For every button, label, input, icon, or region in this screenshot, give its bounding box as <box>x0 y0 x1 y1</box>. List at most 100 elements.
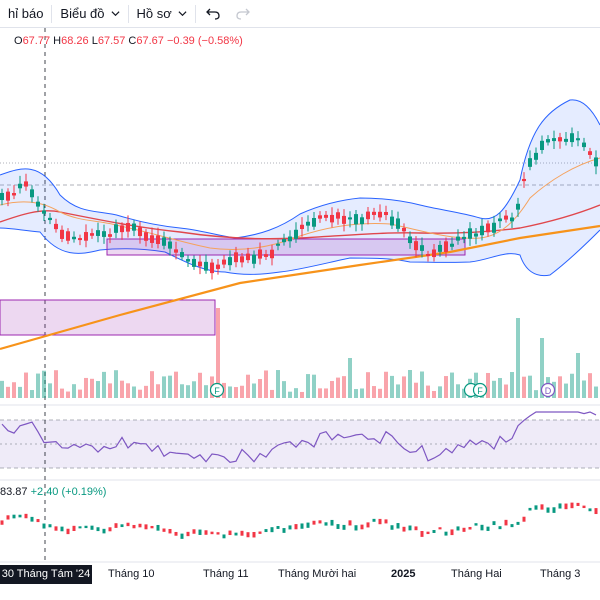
lower-candle <box>222 534 226 539</box>
candle <box>24 173 28 191</box>
event-marker-f[interactable]: F <box>472 382 488 398</box>
candle <box>54 218 58 233</box>
candle <box>354 210 358 232</box>
volume-bar <box>138 389 142 398</box>
candle <box>330 207 334 228</box>
candle <box>174 241 178 260</box>
volume-bar <box>228 386 232 398</box>
volume-bar <box>324 388 328 398</box>
bollinger-upper <box>0 99 600 239</box>
lower-candle <box>252 531 256 538</box>
candle <box>474 228 478 245</box>
candle <box>396 211 400 232</box>
volume-bar <box>588 373 592 398</box>
candle <box>204 254 208 274</box>
volume-bar <box>594 386 598 398</box>
lower-candle <box>588 508 592 512</box>
lower-candle <box>6 515 10 520</box>
svg-text:D: D <box>545 386 552 396</box>
lower-candle <box>258 531 262 534</box>
volume-bar <box>564 383 568 398</box>
event-marker-f[interactable]: F <box>209 382 225 398</box>
lower-candle <box>420 531 424 537</box>
candle <box>150 227 154 248</box>
lower-candle <box>162 528 166 532</box>
lower-candle <box>516 521 520 525</box>
candle <box>360 213 364 231</box>
volume-bar <box>72 384 76 398</box>
ohlc-legend: O67.77 H68.26 L67.57 C67.67 −0.39 (−0.58… <box>14 35 243 47</box>
volume-bar <box>270 389 274 398</box>
candle <box>450 237 454 251</box>
candle <box>546 135 550 146</box>
lower-candle <box>504 519 508 526</box>
volume-bar <box>540 338 544 398</box>
volume-bar <box>348 358 352 398</box>
rsi-line <box>1 411 597 463</box>
candle <box>522 172 526 188</box>
candle <box>12 185 16 200</box>
volume-bar <box>252 383 256 398</box>
lower-candle <box>462 527 466 532</box>
event-marker-d[interactable]: D <box>540 382 556 398</box>
candle <box>384 205 388 221</box>
bollinger-band-fill <box>0 99 600 276</box>
volume-bar <box>240 385 244 398</box>
profile-menu-button[interactable]: Hồ sơ <box>129 0 195 27</box>
volume-bar <box>30 390 34 398</box>
undo-button[interactable] <box>196 0 230 27</box>
lower-candle <box>414 526 418 531</box>
candle <box>90 228 94 239</box>
candle <box>96 222 100 243</box>
volume-bar <box>306 374 310 398</box>
candle <box>78 234 82 246</box>
lower-candle <box>246 532 250 538</box>
candle <box>234 246 238 268</box>
volume-bar <box>372 386 376 398</box>
volume-bar <box>168 375 172 398</box>
volume-bar <box>420 371 424 398</box>
candle <box>552 130 556 149</box>
candle <box>156 227 160 249</box>
lower-candle <box>186 531 190 537</box>
high-label: H <box>53 35 62 47</box>
candle <box>258 242 262 265</box>
lower-candle <box>594 508 598 515</box>
lower-candle <box>72 525 76 531</box>
candle <box>6 188 10 207</box>
volume-bar <box>378 388 382 398</box>
volume-bar <box>330 380 334 398</box>
volume-bar <box>384 371 388 398</box>
candle <box>462 231 466 244</box>
low-value: 67.57 <box>97 35 126 47</box>
lower-candle <box>372 518 376 522</box>
candle <box>240 252 244 268</box>
volume-bar <box>264 370 268 398</box>
high-value: 68.26 <box>61 35 89 47</box>
volume-bar <box>408 370 412 398</box>
lower-candle <box>174 531 178 536</box>
candle <box>186 255 190 267</box>
candle <box>516 197 520 217</box>
lower-candle <box>48 524 52 528</box>
candle <box>288 230 292 248</box>
lower-candle <box>138 523 142 528</box>
candle <box>540 135 544 154</box>
volume-bar <box>300 391 304 398</box>
lower-candle <box>348 520 352 526</box>
lower-candle <box>156 524 160 531</box>
volume-bar <box>498 378 502 398</box>
candle <box>504 210 508 223</box>
indicators-button[interactable]: hỉ báo <box>0 0 51 27</box>
volume-bar <box>360 388 364 398</box>
volume-bar <box>258 379 262 398</box>
chart-menu-button[interactable]: Biểu đồ <box>52 0 127 27</box>
candle <box>558 132 562 149</box>
redo-button[interactable] <box>230 0 256 27</box>
lower-pane-readout: 83.87 +2.40 (+0.19%) <box>0 486 106 498</box>
candle <box>534 147 538 165</box>
close-label: C <box>128 35 137 47</box>
lower-candle <box>522 516 526 522</box>
lower-candle <box>336 524 340 529</box>
price-chart-canvas[interactable]: F F D <box>0 28 600 563</box>
